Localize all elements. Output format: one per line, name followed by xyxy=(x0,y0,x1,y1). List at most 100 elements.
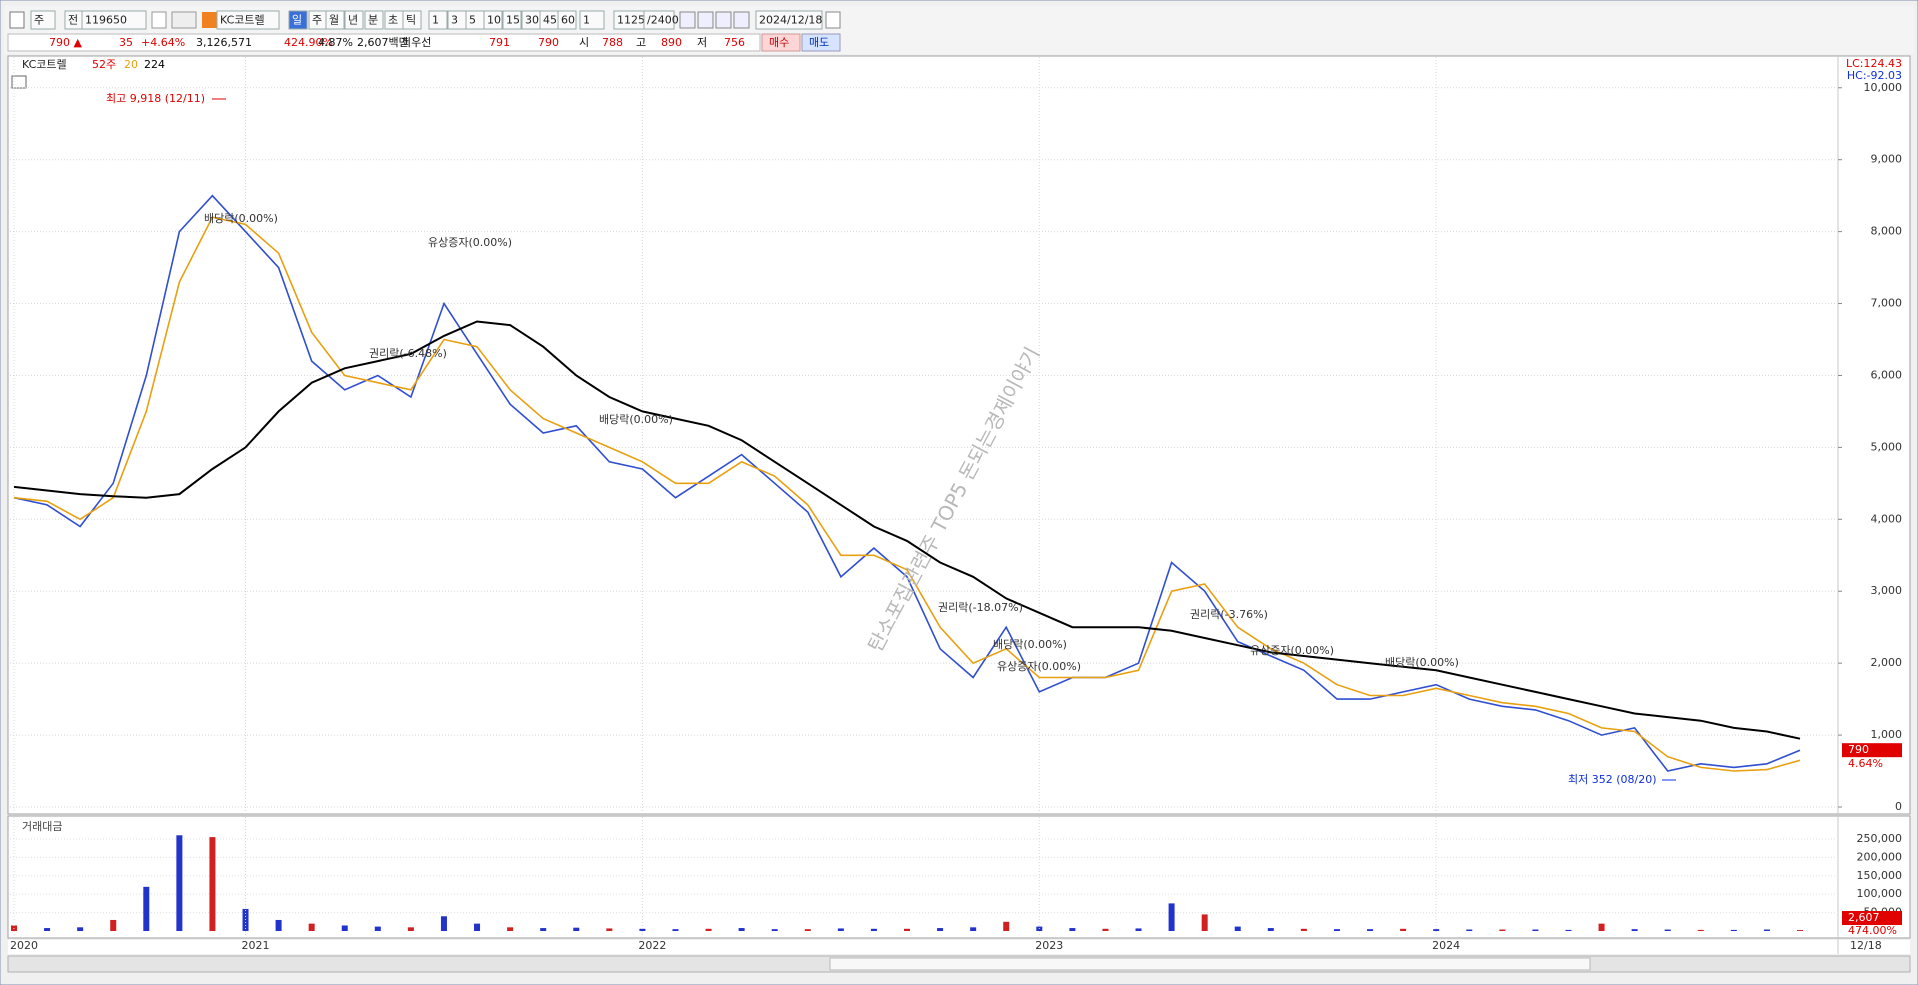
x-tick-label: 2022 xyxy=(638,939,666,952)
toolbar-label[interactable]: 30 xyxy=(525,14,539,27)
y-tick-label: 7,000 xyxy=(1871,297,1903,310)
volume-bar xyxy=(474,923,481,931)
volume-bar xyxy=(639,928,646,931)
toolbar-icon[interactable] xyxy=(9,11,25,29)
toolbar-button[interactable] xyxy=(288,10,308,30)
toolbar-label[interactable]: /2400 xyxy=(647,14,679,27)
save-button[interactable] xyxy=(715,11,732,29)
volume-bar xyxy=(672,929,679,931)
toolbar-button[interactable] xyxy=(502,10,522,30)
volume-panel xyxy=(7,815,1911,939)
toolbar-label[interactable]: KC코트렐 xyxy=(220,14,265,27)
y-tick-label: 4,000 xyxy=(1871,512,1903,525)
toolbar-label[interactable]: 1 xyxy=(432,14,439,27)
volume-bar xyxy=(705,928,712,931)
toolbar-label[interactable]: 월 xyxy=(329,14,339,27)
calendar-button[interactable] xyxy=(825,11,841,29)
volume-bar xyxy=(440,916,447,931)
current-volume-box xyxy=(1842,911,1902,925)
toolbar-label[interactable]: 1125 xyxy=(617,14,645,27)
search-button[interactable] xyxy=(151,11,167,29)
toolbar-button[interactable] xyxy=(364,10,384,30)
toolbar-label[interactable]: 틱 xyxy=(406,14,416,27)
volume-bar xyxy=(904,928,910,931)
annotation: 유상증자(0.00%) xyxy=(1250,644,1334,657)
toolbar-label[interactable]: 년 xyxy=(348,14,358,27)
volume-bar xyxy=(804,929,811,931)
toolbar-label[interactable]: 119650 xyxy=(85,14,127,27)
toolbar-label[interactable]: 전 xyxy=(68,14,78,27)
toolbar-label[interactable]: 10 xyxy=(487,14,501,27)
volume-bar xyxy=(837,928,844,931)
volume-bar xyxy=(143,886,150,931)
toolbar-button[interactable] xyxy=(755,10,823,30)
volume-bar xyxy=(1069,928,1076,931)
quote-change: 35 xyxy=(119,36,133,49)
annotation: 최저 352 (08/20) xyxy=(1568,773,1657,786)
toolbar-label[interactable]: 2024/12/18 xyxy=(759,14,822,27)
toolbar-label[interactable]: 45 xyxy=(543,14,557,27)
volume-bar xyxy=(1499,929,1506,931)
toolbar-button[interactable] xyxy=(483,10,503,30)
toolbar-button[interactable] xyxy=(402,10,422,30)
sell-button[interactable] xyxy=(801,33,841,52)
scroll-thumb[interactable] xyxy=(829,957,1591,971)
toolbar-label[interactable]: 60 xyxy=(561,14,575,27)
toolbar-button[interactable] xyxy=(81,10,147,30)
volume-bar xyxy=(573,927,580,931)
options-button[interactable] xyxy=(733,11,750,29)
toolbar-button[interactable] xyxy=(557,10,577,30)
indicator-button[interactable] xyxy=(697,11,714,29)
volume-bar xyxy=(1234,926,1241,931)
volume-bar xyxy=(44,928,51,931)
y-tick-label: 150,000 xyxy=(1857,869,1903,882)
toolbar-label[interactable]: 주 xyxy=(34,14,44,27)
volume-bar xyxy=(1466,929,1473,931)
sound-button[interactable] xyxy=(171,11,197,29)
quote-volume-rate: 424.90% xyxy=(284,36,333,49)
annotation: 권리락(-6.48%) xyxy=(369,347,447,360)
volume-bar xyxy=(1532,929,1539,931)
toolbar-label[interactable]: 1 xyxy=(583,14,590,27)
buy-button[interactable] xyxy=(761,33,801,52)
hc-label: HC:-92.03 xyxy=(1847,69,1902,82)
volume-bar xyxy=(1003,921,1010,931)
volume-bar xyxy=(1697,929,1704,931)
quote-low: 756 xyxy=(724,36,745,49)
volume-bar xyxy=(1333,929,1340,931)
toolbar-button[interactable] xyxy=(643,10,675,30)
annotation: 배당락(0.00%) xyxy=(1385,656,1459,669)
toolbar-label[interactable]: 3 xyxy=(451,14,458,27)
toolbar-button[interactable] xyxy=(325,10,345,30)
y-tick-label: 2,000 xyxy=(1871,656,1903,669)
sell-label[interactable]: 매도 xyxy=(809,36,829,49)
quote-ask: 791 xyxy=(489,36,510,49)
toolbar-label[interactable]: 15 xyxy=(506,14,520,27)
quote-bid: 790 xyxy=(538,36,559,49)
toolbar-label[interactable]: 5 xyxy=(469,14,476,27)
buy-label[interactable]: 매수 xyxy=(769,36,789,49)
toolbar-button[interactable] xyxy=(579,10,605,30)
volume-bar xyxy=(341,925,348,931)
volume-bar xyxy=(1201,914,1208,931)
y-tick-label: 5,000 xyxy=(1871,440,1903,453)
y-tick-label: 9,000 xyxy=(1871,153,1903,166)
chart-settings-button[interactable] xyxy=(679,11,696,29)
toolbar-button[interactable] xyxy=(30,10,56,30)
toolbar-label[interactable]: 분 xyxy=(368,14,378,27)
toolbar-button[interactable] xyxy=(344,10,364,30)
volume-bar xyxy=(77,927,84,931)
quote-turnover: 4.87% xyxy=(318,36,353,49)
volume-bar xyxy=(1300,928,1307,931)
volume-bar xyxy=(1135,928,1142,931)
toolbar-label[interactable]: 일 xyxy=(292,13,302,27)
moving-average xyxy=(13,216,1801,772)
toolbar-label[interactable]: 주 xyxy=(312,14,322,27)
volume-bar xyxy=(1433,929,1440,931)
volume-title: 거래대금 xyxy=(22,820,62,833)
toolbar-label[interactable]: 초 xyxy=(388,14,398,27)
annotation: 배당락(0.00%) xyxy=(204,212,278,225)
toolbar-button[interactable] xyxy=(216,10,280,30)
toolbar-button[interactable] xyxy=(428,10,448,30)
volume-bar xyxy=(1631,929,1638,931)
